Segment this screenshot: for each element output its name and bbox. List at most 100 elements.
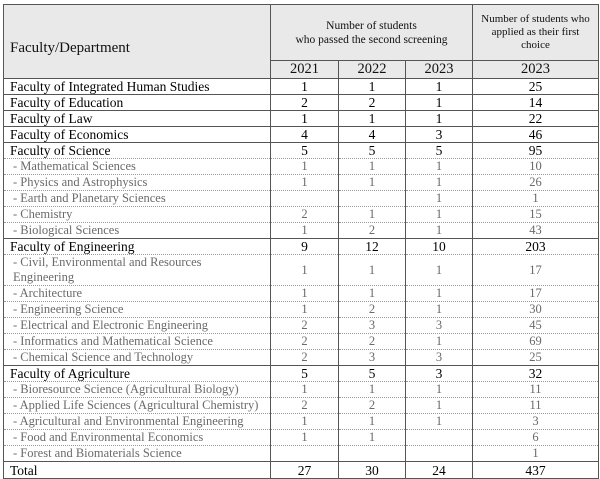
value-cell: 22 bbox=[472, 110, 600, 127]
value-cell: 10 bbox=[404, 238, 474, 255]
value-cell: 2 bbox=[270, 317, 339, 334]
row-label: Faculty of Education bbox=[3, 94, 271, 111]
value-cell: 25 bbox=[472, 349, 600, 366]
row-label: - Food and Environmental Economics bbox=[3, 429, 271, 446]
department-row: - Chemistry 2 1 1 15 bbox=[3, 206, 600, 223]
value-cell: 2 bbox=[270, 206, 339, 223]
value-cell: 26 bbox=[472, 174, 600, 191]
value-cell: 11 bbox=[472, 397, 600, 414]
row-label: - Bioresource Science (Agricultural Biol… bbox=[3, 381, 271, 398]
row-label: - Civil, Environmental and Resources Eng… bbox=[3, 254, 271, 286]
value-cell: 1 bbox=[270, 301, 339, 318]
value-cell: 3 bbox=[404, 365, 474, 382]
value-cell: 1 bbox=[270, 110, 339, 127]
value-cell: 3 bbox=[404, 317, 474, 334]
row-label: - Earth and Planetary Sciences bbox=[3, 190, 271, 207]
row-label: - Physics and Astrophysics bbox=[3, 174, 271, 191]
value-cell: 3 bbox=[338, 349, 406, 366]
value-cell: 17 bbox=[472, 254, 600, 286]
value-cell: 5 bbox=[404, 142, 474, 159]
department-row: - Food and Environmental Economics 1 1 6 bbox=[3, 429, 600, 446]
value-cell: 1 bbox=[404, 94, 474, 111]
value-cell: 1 bbox=[338, 429, 406, 446]
year-header: 2021 bbox=[270, 60, 339, 79]
value-cell: 1 bbox=[270, 222, 339, 239]
department-row: - Mathematical Sciences 1 1 1 10 bbox=[3, 158, 600, 175]
department-row: - Informatics and Mathematical Science 2 2… bbox=[3, 333, 600, 350]
value-cell: 6 bbox=[472, 429, 600, 446]
value-cell: 3 bbox=[404, 349, 474, 366]
faculty-header: Faculty/Department bbox=[3, 4, 271, 79]
row-label: - Informatics and Mathematical Science bbox=[3, 333, 271, 350]
department-row: - Earth and Planetary Sciences 1 1 bbox=[3, 190, 600, 207]
value-cell: 1 bbox=[270, 429, 339, 446]
value-cell: 1 bbox=[338, 78, 406, 95]
row-label: - Electrical and Electronic Engineering bbox=[3, 317, 271, 334]
year-header: 2022 bbox=[338, 60, 406, 79]
value-cell: 1 bbox=[270, 285, 339, 302]
passed-header-line1: Number of students bbox=[326, 19, 417, 32]
row-label: Faculty of Law bbox=[3, 110, 271, 127]
value-cell: 2 bbox=[338, 333, 406, 350]
value-cell: 69 bbox=[472, 333, 600, 350]
value-cell: 5 bbox=[270, 142, 339, 159]
value-cell: 2 bbox=[338, 301, 406, 318]
value-cell: 95 bbox=[472, 142, 600, 159]
value-cell: 2 bbox=[338, 397, 406, 414]
value-cell: 2 bbox=[270, 349, 339, 366]
faculty-row: Faculty of Science 5 5 5 95 bbox=[3, 142, 600, 159]
value-cell: 1 bbox=[338, 413, 406, 430]
faculty-row: Faculty of Education 2 2 1 14 bbox=[3, 94, 600, 111]
value-cell bbox=[338, 445, 406, 462]
value-cell: 1 bbox=[270, 174, 339, 191]
value-cell: 3 bbox=[404, 126, 474, 143]
value-cell: 1 bbox=[472, 190, 600, 207]
value-cell: 1 bbox=[404, 285, 474, 302]
value-cell: 2 bbox=[338, 94, 406, 111]
value-cell: 1 bbox=[404, 254, 474, 286]
row-label: Faculty of Integrated Human Studies bbox=[3, 78, 271, 95]
value-cell: 1 bbox=[270, 381, 339, 398]
value-cell: 11 bbox=[472, 381, 600, 398]
value-cell: 1 bbox=[270, 158, 339, 175]
row-label: Total bbox=[3, 461, 271, 479]
value-cell: 1 bbox=[404, 397, 474, 414]
row-label: - Engineering Science bbox=[3, 301, 271, 318]
row-label: - Chemistry bbox=[3, 206, 271, 223]
row-label: Faculty of Economics bbox=[3, 126, 271, 143]
row-label: - Chemical Science and Technology bbox=[3, 349, 271, 366]
value-cell: 1 bbox=[270, 78, 339, 95]
value-cell: 24 bbox=[404, 461, 474, 479]
value-cell: 1 bbox=[404, 301, 474, 318]
value-cell: 1 bbox=[338, 254, 406, 286]
value-cell: 27 bbox=[270, 461, 339, 479]
value-cell: 15 bbox=[472, 206, 600, 223]
value-cell: 1 bbox=[404, 110, 474, 127]
value-cell: 1 bbox=[404, 174, 474, 191]
year-header: 2023 bbox=[404, 60, 474, 79]
applicants-table: Faculty/Department Number of students who… bbox=[3, 4, 600, 479]
row-label: - Agricultural and Environmental Enginee… bbox=[3, 413, 271, 430]
value-cell: 2 bbox=[338, 222, 406, 239]
row-label: Faculty of Science bbox=[3, 142, 271, 159]
value-cell: 4 bbox=[338, 126, 406, 143]
value-cell: 1 bbox=[338, 381, 406, 398]
value-cell: 4 bbox=[270, 126, 339, 143]
department-row: - Physics and Astrophysics 1 1 1 26 bbox=[3, 174, 600, 191]
value-cell: 1 bbox=[404, 78, 474, 95]
faculty-row: Faculty of Integrated Human Studies 1 1 1 25 bbox=[3, 78, 600, 95]
department-row: - Civil, Environmental and Resources Eng… bbox=[3, 254, 600, 286]
faculty-row: Faculty of Engineering 9 12 10 203 bbox=[3, 238, 600, 255]
value-cell: 1 bbox=[338, 110, 406, 127]
value-cell: 3 bbox=[338, 317, 406, 334]
row-label: - Architecture bbox=[3, 285, 271, 302]
value-cell: 32 bbox=[472, 365, 600, 382]
value-cell: 2 bbox=[270, 397, 339, 414]
value-cell: 1 bbox=[404, 158, 474, 175]
faculty-row: Faculty of Agriculture 5 5 3 32 bbox=[3, 365, 600, 382]
row-label: Faculty of Agriculture bbox=[3, 365, 271, 382]
row-label: - Forest and Biomaterials Science bbox=[3, 445, 271, 462]
department-row: - Engineering Science 1 2 1 30 bbox=[3, 301, 600, 318]
value-cell: 1 bbox=[338, 206, 406, 223]
row-label: - Applied Life Sciences (Agricultural Ch… bbox=[3, 397, 271, 414]
